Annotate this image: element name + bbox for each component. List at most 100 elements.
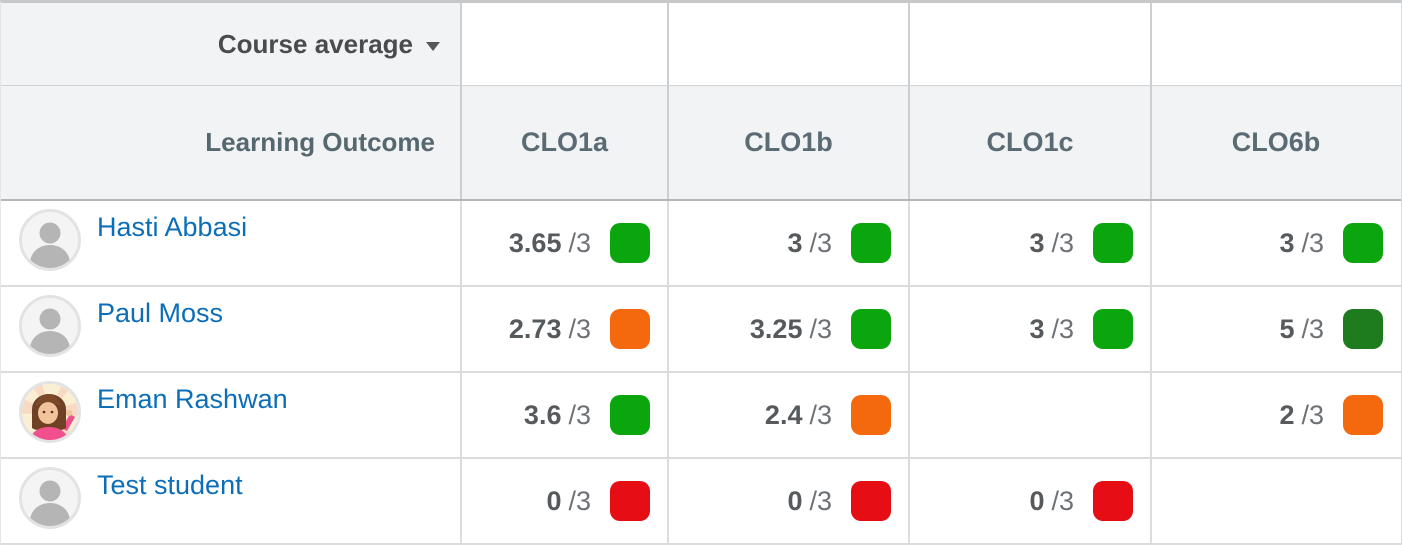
achievement-level-indicator <box>851 309 891 349</box>
score-value: 5 <box>1279 313 1295 344</box>
course-average-label: Course average <box>217 28 413 59</box>
score-denominator: /3 <box>1301 227 1324 258</box>
default-avatar <box>19 209 81 271</box>
score-cell <box>1150 459 1400 543</box>
achievement-level-indicator <box>1093 309 1133 349</box>
course-average-dropdown[interactable]: Course average <box>218 29 440 60</box>
score-denominator: /3 <box>1051 227 1074 258</box>
score-value: 3.6 <box>523 399 562 430</box>
score-cell[interactable]: 0/3 <box>908 459 1150 543</box>
score-value: 0 <box>787 485 803 516</box>
achievement-level-indicator <box>1093 481 1133 521</box>
score-denominator: /3 <box>1051 485 1074 516</box>
score-denominator: /3 <box>809 227 832 258</box>
score-denominator: /3 <box>809 313 832 344</box>
score-cell[interactable]: 3/3 <box>908 287 1150 371</box>
person-silhouette-icon <box>29 480 71 526</box>
score-denominator: /3 <box>1301 399 1324 430</box>
student-row: Test student 0/3 0/3 0/3 <box>1 457 1401 543</box>
student-row: Hasti Abbasi 3.65/3 3/3 3/3 3/3 <box>1 201 1401 285</box>
student-name-cell: Hasti Abbasi <box>1 201 460 285</box>
student-row: Eman Rashwan 3.6/3 2.4/3 2/3 <box>1 371 1401 457</box>
score-cell <box>908 373 1150 457</box>
student-name-link[interactable]: Test student <box>97 470 243 500</box>
achievement-level-indicator <box>1343 223 1383 263</box>
student-name-link[interactable]: Hasti Abbasi <box>97 212 248 242</box>
score-value: 2.4 <box>764 399 803 430</box>
person-silhouette-icon <box>29 222 71 268</box>
outcome-column-header[interactable]: CLO1b <box>667 86 908 199</box>
score-value: 3 <box>1279 227 1295 258</box>
empty-header-cell <box>667 3 908 85</box>
empty-header-cell <box>908 3 1150 85</box>
score-value: 3 <box>1029 313 1045 344</box>
achievement-level-indicator <box>610 309 650 349</box>
outcome-column-label: CLO1b <box>744 127 833 157</box>
course-average-cell: Course average <box>1 3 460 85</box>
achievement-level-indicator <box>851 481 891 521</box>
score-cell[interactable]: 3.65/3 <box>460 201 667 285</box>
score-cell[interactable]: 0/3 <box>667 459 908 543</box>
achievement-level-indicator <box>610 481 650 521</box>
learning-outcome-header-cell: Learning Outcome <box>1 86 460 199</box>
caret-down-icon <box>426 41 440 51</box>
score-value: 2 <box>1279 399 1295 430</box>
outcome-column-label: CLO1a <box>520 127 609 157</box>
score-cell[interactable]: 3.25/3 <box>667 287 908 371</box>
achievement-level-indicator <box>610 395 650 435</box>
achievement-level-indicator <box>610 223 650 263</box>
score-cell[interactable]: 3/3 <box>1150 201 1400 285</box>
achievement-level-indicator <box>1343 309 1383 349</box>
score-value: 3.65 <box>508 227 562 258</box>
score-cell[interactable]: 2.4/3 <box>667 373 908 457</box>
course-average-row: Course average <box>1 3 1401 86</box>
empty-header-cell <box>460 3 667 85</box>
score-cell[interactable]: 3.6/3 <box>460 373 667 457</box>
score-denominator: /3 <box>568 485 591 516</box>
score-denominator: /3 <box>568 399 591 430</box>
outcome-column-label: CLO1c <box>986 127 1074 157</box>
score-denominator: /3 <box>1301 313 1324 344</box>
score-denominator: /3 <box>1051 313 1074 344</box>
score-cell[interactable]: 2.73/3 <box>460 287 667 371</box>
achievement-level-indicator <box>1343 395 1383 435</box>
profile-photo <box>22 384 78 440</box>
score-value: 0 <box>546 485 562 516</box>
score-denominator: /3 <box>809 485 832 516</box>
score-cell[interactable]: 0/3 <box>460 459 667 543</box>
achievement-level-indicator <box>1093 223 1133 263</box>
outcome-column-header[interactable]: CLO1a <box>460 86 667 199</box>
student-row: Paul Moss 2.73/3 3.25/3 3/3 5/3 <box>1 285 1401 371</box>
score-cell[interactable]: 3/3 <box>908 201 1150 285</box>
outcome-column-label: CLO6b <box>1231 127 1321 157</box>
default-avatar <box>19 295 81 357</box>
outcome-column-header[interactable]: CLO1c <box>908 86 1150 199</box>
student-name-link[interactable]: Paul Moss <box>97 298 224 328</box>
score-value: 3 <box>787 227 803 258</box>
student-name-cell: Test student <box>1 459 460 543</box>
score-cell[interactable]: 2/3 <box>1150 373 1400 457</box>
student-name-link[interactable]: Eman Rashwan <box>97 384 288 414</box>
person-silhouette-icon <box>29 308 71 354</box>
achievement-level-indicator <box>851 395 891 435</box>
empty-header-cell <box>1150 3 1400 85</box>
student-name-cell: Paul Moss <box>1 287 460 371</box>
score-denominator: /3 <box>568 313 591 344</box>
photo-avatar <box>19 381 81 443</box>
learning-outcome-header: Learning Outcome <box>205 127 435 157</box>
score-cell[interactable]: 5/3 <box>1150 287 1400 371</box>
score-denominator: /3 <box>809 399 832 430</box>
default-avatar <box>19 467 81 529</box>
student-name-cell: Eman Rashwan <box>1 373 460 457</box>
outcome-column-header[interactable]: CLO6b <box>1150 86 1400 199</box>
score-denominator: /3 <box>568 227 591 258</box>
score-value: 2.73 <box>508 313 562 344</box>
achievement-level-indicator <box>851 223 891 263</box>
score-value: 3.25 <box>749 313 803 344</box>
score-value: 0 <box>1029 485 1045 516</box>
score-cell[interactable]: 3/3 <box>667 201 908 285</box>
student-rows: Hasti Abbasi 3.65/3 3/3 3/3 3/3 Paul Moss 2… <box>1 201 1401 545</box>
column-header-row: Learning Outcome CLO1a CLO1b CLO1c CLO6b <box>1 86 1401 201</box>
score-value: 3 <box>1029 227 1045 258</box>
